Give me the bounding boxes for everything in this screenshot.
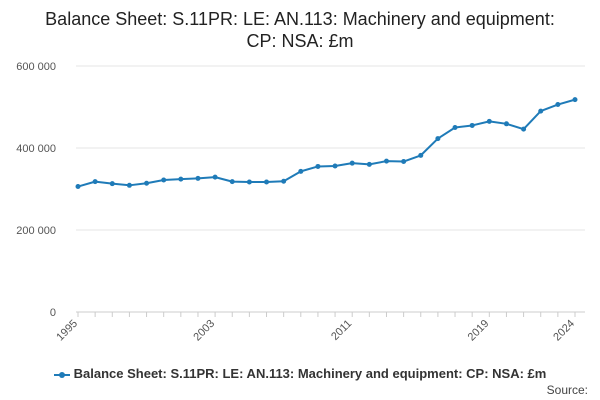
data-point bbox=[161, 177, 167, 183]
data-point bbox=[281, 178, 287, 184]
data-point bbox=[401, 159, 407, 165]
x-tick-label: 2024 bbox=[551, 318, 577, 344]
data-point bbox=[126, 182, 132, 188]
source-label: Source: bbox=[546, 383, 588, 397]
data-point bbox=[264, 179, 270, 185]
data-point bbox=[521, 126, 527, 132]
data-point bbox=[332, 163, 338, 169]
data-point bbox=[383, 158, 389, 164]
chart-title: Balance Sheet: S.11PR: LE: AN.113: Machi… bbox=[45, 9, 555, 51]
legend[interactable]: Balance Sheet: S.11PR: LE: AN.113: Machi… bbox=[0, 366, 600, 381]
data-point bbox=[349, 160, 355, 166]
data-point bbox=[452, 125, 458, 130]
x-tick-label: 2003 bbox=[191, 318, 217, 344]
data-point bbox=[572, 97, 578, 103]
data-point bbox=[212, 174, 218, 180]
x-tick-label: 2011 bbox=[329, 318, 354, 343]
data-point bbox=[92, 179, 98, 185]
data-point bbox=[538, 108, 544, 114]
data-point bbox=[418, 152, 424, 158]
data-point bbox=[75, 184, 81, 190]
data-point bbox=[486, 118, 492, 124]
legend-label: Balance Sheet: S.11PR: LE: AN.113: Machi… bbox=[73, 366, 547, 381]
data-point bbox=[435, 136, 441, 142]
data-point bbox=[195, 175, 201, 181]
data-point bbox=[298, 168, 304, 174]
data-point bbox=[246, 179, 252, 185]
data-point bbox=[144, 180, 150, 186]
legend-line-marker bbox=[53, 370, 70, 380]
grid-lines bbox=[76, 65, 585, 231]
data-point bbox=[469, 122, 475, 128]
x-tick-label: 1995 bbox=[54, 318, 80, 344]
data-point bbox=[109, 181, 115, 187]
data-point bbox=[315, 163, 321, 169]
series-line bbox=[77, 98, 576, 188]
y-tick-label: 400 000 bbox=[16, 143, 56, 155]
data-point bbox=[503, 121, 509, 127]
axes: 0 200 000 400 000 600 000 1995 2003 2011 2019 20… bbox=[16, 61, 585, 343]
x-tick-label: 2019 bbox=[466, 318, 492, 344]
y-tick-label: 600 000 bbox=[16, 61, 56, 73]
series bbox=[75, 97, 578, 190]
y-tick-label: 200 000 bbox=[16, 225, 56, 237]
y-tick-label: 0 bbox=[50, 307, 56, 319]
data-point bbox=[229, 179, 235, 185]
data-point bbox=[555, 102, 561, 108]
data-point bbox=[178, 176, 184, 182]
data-point bbox=[366, 161, 372, 167]
